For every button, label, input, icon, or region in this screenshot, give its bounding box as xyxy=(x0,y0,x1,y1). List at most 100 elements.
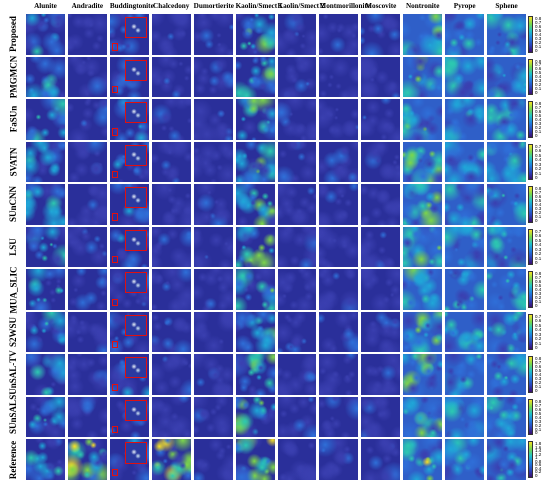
colorbar-tick-label: 0.1 xyxy=(535,340,542,346)
zoom-source-box xyxy=(111,468,119,476)
colorbar-tick-label: 0.7 xyxy=(535,190,542,196)
abundance-map xyxy=(26,226,65,268)
abundance-map xyxy=(487,311,526,353)
abundance-map-image xyxy=(151,14,191,55)
abundance-map xyxy=(445,56,485,98)
row-label-text: MUA_SLIC xyxy=(8,266,19,314)
colorbar-tick-label: 0 xyxy=(535,132,538,138)
abundance-map xyxy=(277,269,317,310)
column-header: Kaolin/Smect 2 xyxy=(277,2,325,10)
abundance-map xyxy=(67,396,107,438)
abundance-map xyxy=(151,354,191,395)
zoom-source-box xyxy=(111,170,119,179)
abundance-map xyxy=(109,184,149,225)
abundance-map-image xyxy=(277,141,317,183)
abundance-map-image xyxy=(151,311,191,353)
colorbar-tick-label: 0 xyxy=(535,302,538,308)
abundance-map xyxy=(319,14,359,55)
abundance-map-image xyxy=(277,396,317,438)
colorbar-tick-label: 0.4 xyxy=(535,116,542,122)
colorbar-tick-label: 0.7 xyxy=(535,402,542,408)
colorbar-tick-label: 0.2 xyxy=(535,469,542,475)
abundance-map-image xyxy=(319,184,359,225)
colorbar-tick-label: 0.3 xyxy=(535,78,542,84)
colorbar-tick-label: 0.6 xyxy=(535,194,542,200)
abundance-map-image xyxy=(445,269,485,310)
column-header: Dumortierite xyxy=(193,2,234,10)
zoom-source-box xyxy=(111,213,119,221)
abundance-map xyxy=(67,269,107,310)
abundance-map xyxy=(277,14,317,55)
colorbar-tick-label: 0 xyxy=(535,430,538,436)
colorbar-tick-label: 0.3 xyxy=(535,418,542,424)
abundance-map xyxy=(26,99,65,140)
zoom-inset-box xyxy=(125,102,147,124)
abundance-map xyxy=(67,311,107,353)
abundance-map xyxy=(403,396,443,438)
abundance-map xyxy=(67,184,107,225)
abundance-map xyxy=(445,184,485,225)
abundance-map xyxy=(67,226,107,268)
abundance-map-image xyxy=(361,226,401,268)
colorbar-tick-label: 0.5 xyxy=(535,70,542,76)
abundance-map-image xyxy=(361,311,401,353)
abundance-map xyxy=(109,354,149,395)
abundance-map xyxy=(403,311,443,353)
abundance-map-image xyxy=(361,141,401,183)
zoom-source-box xyxy=(111,298,119,306)
colorbar-tick-label: 0.5 xyxy=(535,237,542,243)
abundance-map-image xyxy=(193,99,233,140)
colorbar-tick-label: 0.3 xyxy=(535,35,542,41)
colorbar-tick-label: 0.2 xyxy=(535,380,542,386)
abundance-map-image xyxy=(193,141,233,183)
row-label: LSU xyxy=(3,227,23,268)
abundance-map xyxy=(487,141,526,183)
abundance-map xyxy=(235,396,275,438)
abundance-map-image xyxy=(193,14,233,55)
abundance-map-image xyxy=(235,184,275,225)
colorbar-tick-label: 0.7 xyxy=(535,275,542,281)
colorbar-tick-label: 0.2 xyxy=(535,336,542,342)
abundance-map xyxy=(193,14,233,55)
abundance-map-image xyxy=(151,269,191,310)
abundance-map-image xyxy=(67,14,107,55)
colorbar-tick-label: 0.5 xyxy=(535,198,542,203)
abundance-map-image xyxy=(193,226,233,268)
abundance-map xyxy=(26,311,65,353)
abundance-map xyxy=(487,14,526,55)
abundance-map-image xyxy=(26,14,65,55)
abundance-map xyxy=(151,56,191,98)
abundance-map xyxy=(67,439,107,480)
zoom-source-box xyxy=(111,383,119,391)
abundance-map xyxy=(445,311,485,353)
colorbar-tick-label: 0.2 xyxy=(535,209,542,215)
abundance-map-image xyxy=(277,14,317,55)
abundance-map xyxy=(235,354,275,395)
abundance-map xyxy=(445,141,485,183)
colorbar-tick-label: 0.5 xyxy=(535,112,542,118)
abundance-map xyxy=(277,226,317,268)
zoom-inset-box xyxy=(125,442,147,464)
colorbar xyxy=(528,228,533,266)
abundance-map-image xyxy=(445,14,485,55)
abundance-map xyxy=(109,14,149,55)
colorbar-tick-label: 0.6 xyxy=(535,108,542,114)
abundance-map xyxy=(319,311,359,353)
abundance-map-image xyxy=(445,439,485,480)
abundance-map xyxy=(67,14,107,55)
colorbar-tick-label: 0.8 xyxy=(535,101,542,107)
abundance-map-image xyxy=(151,439,191,480)
abundance-map-image xyxy=(487,439,526,480)
abundance-map-image xyxy=(487,354,526,395)
colorbar-tick-label: 0.4 xyxy=(535,414,542,420)
abundance-map-image xyxy=(67,226,107,268)
abundance-map-image xyxy=(445,56,485,98)
abundance-map xyxy=(277,396,317,438)
abundance-map xyxy=(319,99,359,140)
zoom-inset-box xyxy=(125,272,147,294)
colorbar-tick-label: 0.5 xyxy=(535,283,542,289)
abundance-map-image xyxy=(487,56,526,98)
abundance-map xyxy=(277,354,317,395)
abundance-map xyxy=(151,311,191,353)
colorbar xyxy=(528,16,533,53)
